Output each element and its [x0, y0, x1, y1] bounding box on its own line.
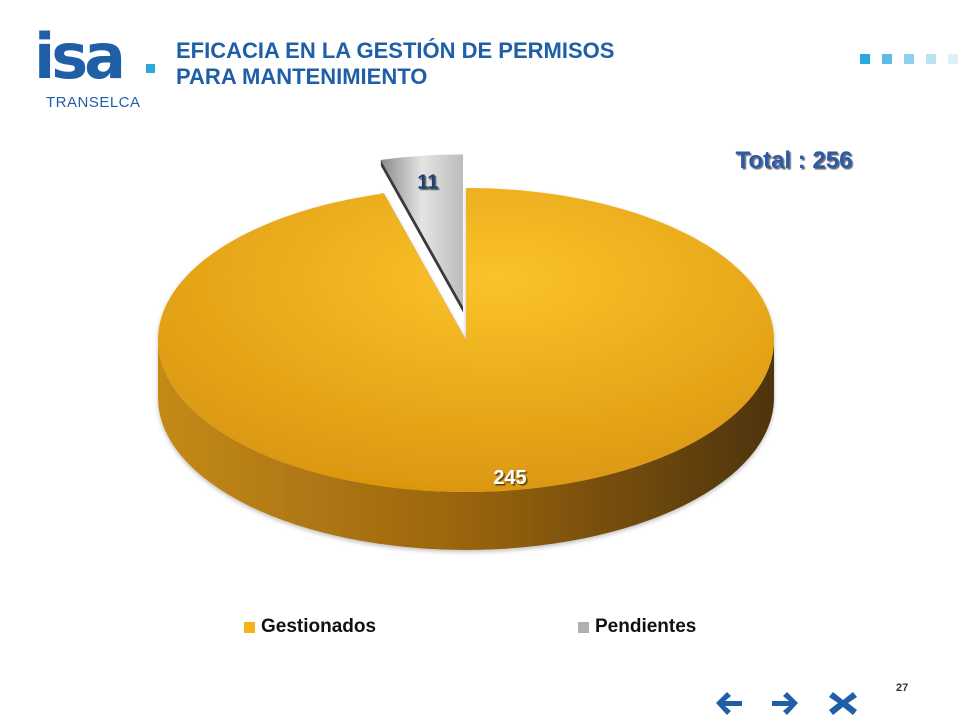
pie-slice-gestionados: [157, 188, 774, 550]
legend-item-pendientes: Pendientes: [578, 616, 696, 638]
title-line-1: EFICACIA EN LA GESTIÓN DE PERMISOS: [176, 38, 615, 63]
total-label: Total : 256: [736, 147, 853, 174]
next-slide-button[interactable]: [768, 688, 802, 718]
page-number: 27: [896, 682, 909, 694]
decor-square: [948, 54, 958, 64]
page-title: EFICACIA EN LA GESTIÓN DE PERMISOS PARA …: [176, 38, 816, 90]
logo-word: isa: [34, 26, 122, 92]
title-line-2: PARA MANTENIMIENTO: [176, 64, 428, 89]
arrow-right-icon: [772, 692, 798, 715]
company-logo: isa TRANSELCA: [32, 20, 162, 116]
pie-chart: 245 11 Total : 256: [157, 147, 853, 550]
pie-slice-top: [380, 154, 464, 307]
pie-slice-side: [158, 340, 774, 550]
chart-legend: Gestionados Pendientes: [0, 616, 960, 640]
logo-dot: [146, 64, 155, 73]
pie-slice-edge: [380, 159, 464, 313]
previous-slide-button[interactable]: [712, 688, 746, 718]
legend-label: Pendientes: [595, 616, 697, 637]
decor-square: [926, 54, 936, 64]
decor-square: [904, 54, 914, 64]
legend-item-gestionados: Gestionados: [244, 616, 376, 638]
legend-swatch: [578, 621, 589, 633]
decor-square: [860, 54, 870, 64]
decorative-squares: [860, 54, 958, 64]
legend-swatch: [244, 621, 255, 633]
close-presentation-button[interactable]: [826, 688, 860, 718]
pie-slice-top: [157, 188, 774, 492]
data-label-pendientes: 11: [417, 171, 438, 193]
pie-slice-pendientes: [380, 154, 464, 313]
logo-mark: isa: [34, 20, 155, 93]
decor-square: [882, 54, 892, 64]
data-label-gestionados: 245: [493, 467, 526, 489]
legend-label: Gestionados: [261, 616, 377, 637]
arrow-left-icon: [716, 692, 742, 715]
logo-subtitle: TRANSELCA: [46, 94, 141, 111]
close-icon: [829, 692, 857, 715]
